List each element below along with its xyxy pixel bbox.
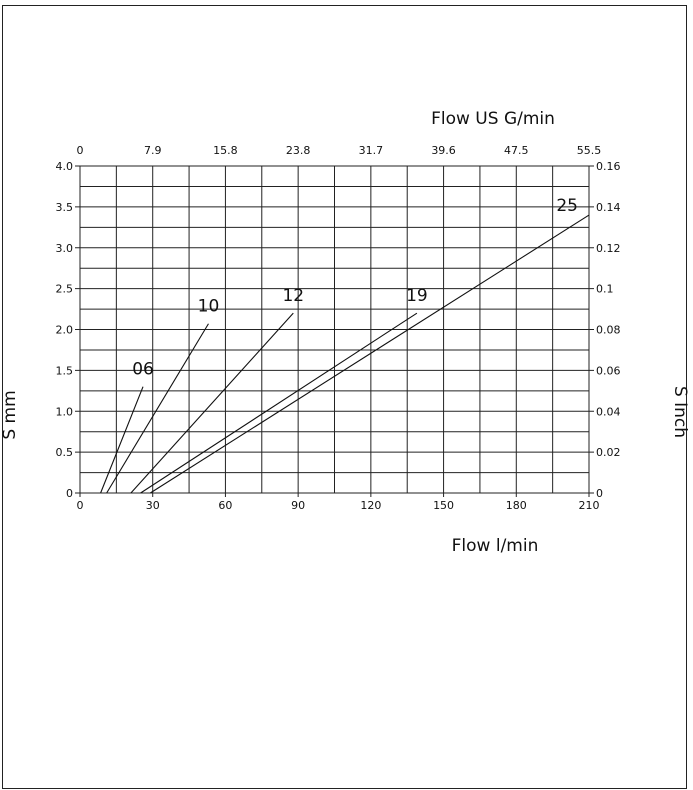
y-right-tick-label: 0.02 <box>596 446 621 459</box>
x-tick-label: 60 <box>218 499 232 512</box>
y-right-tick-label: 0.12 <box>596 242 621 255</box>
y-tick-label: 1.0 <box>56 405 74 418</box>
y-tick-label: 2.5 <box>56 283 74 296</box>
series-label-10: 10 <box>198 297 220 317</box>
series-label-12: 12 <box>282 286 304 306</box>
series-line-25 <box>149 214 590 494</box>
x-tick-label: 0 <box>77 499 84 512</box>
right-axis-title: S Inch <box>670 386 690 438</box>
x-top-tick-label: 15.8 <box>213 144 238 157</box>
series-label-25: 25 <box>556 196 578 216</box>
y-tick-label: 4.0 <box>56 160 74 173</box>
x-top-tick-label: 23.8 <box>286 144 311 157</box>
x-tick-label: 210 <box>579 499 600 512</box>
chart-frame <box>2 5 687 789</box>
y-tick-label: 0 <box>66 487 73 500</box>
chart-grid <box>75 165 594 497</box>
y-right-tick-label: 0.1 <box>596 283 614 296</box>
x-tick-label: 180 <box>506 499 527 512</box>
y-tick-label: 0.5 <box>56 446 74 459</box>
series-label-19: 19 <box>406 286 428 306</box>
x-top-tick-label: 47.5 <box>504 144 529 157</box>
y-right-tick-label: 0.06 <box>596 364 621 377</box>
y-tick-label: 3.5 <box>56 201 74 214</box>
x-top-tick-label: 31.7 <box>359 144 384 157</box>
x-top-tick-label: 7.9 <box>144 144 162 157</box>
series-line-19 <box>140 312 418 494</box>
series-line-10 <box>106 323 209 494</box>
x-top-tick-label: 55.5 <box>577 144 602 157</box>
y-right-tick-label: 0.04 <box>596 405 621 418</box>
y-tick-label: 1.5 <box>56 364 74 377</box>
x-top-tick-label: 39.6 <box>431 144 456 157</box>
y-tick-label: 2.0 <box>56 324 74 337</box>
x-tick-label: 120 <box>360 499 381 512</box>
bottom-axis-title: Flow l/min <box>452 536 539 556</box>
y-right-tick-label: 0 <box>596 487 603 500</box>
top-axis-title: Flow US G/min <box>431 109 555 129</box>
series-label-06: 06 <box>132 359 154 379</box>
left-axis-title: S mm <box>0 390 20 439</box>
y-tick-label: 3.0 <box>56 242 74 255</box>
series-lines: 06 10 12 19 25 <box>100 196 590 494</box>
x-tick-label: 30 <box>146 499 160 512</box>
x-top-tick-label: 0 <box>77 144 84 157</box>
series-line-06 <box>100 386 144 494</box>
series-line-12 <box>130 312 294 494</box>
y-right-tick-label: 0.14 <box>596 201 621 214</box>
y-right-tick-label: 0.08 <box>596 324 621 337</box>
x-tick-label: 150 <box>433 499 454 512</box>
x-tick-label: 90 <box>291 499 305 512</box>
y-right-tick-label: 0.16 <box>596 160 621 173</box>
